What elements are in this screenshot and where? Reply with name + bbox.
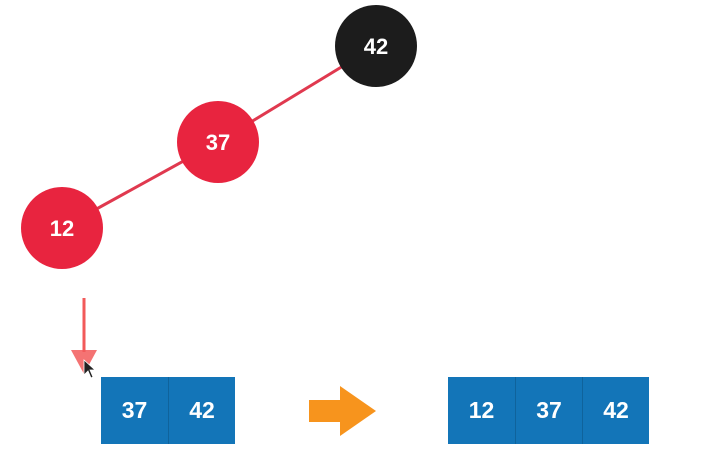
tree-node-12: 12 <box>21 187 103 269</box>
array-after-cell: 37 <box>515 377 582 444</box>
tree-node-42: 42 <box>335 5 417 87</box>
array-before-cell: 42 <box>168 377 235 444</box>
array-after-cell: 12 <box>448 377 515 444</box>
array-after-cell: 42 <box>582 377 649 444</box>
mouse-cursor-icon <box>83 359 97 379</box>
tree-node-42-label: 42 <box>364 34 388 59</box>
tree-node-37-label: 37 <box>206 130 230 155</box>
arrow-right-icon <box>309 386 376 436</box>
tree-node-37: 37 <box>177 101 259 183</box>
array-after: 12 37 42 <box>448 377 649 444</box>
array-before-cell: 37 <box>101 377 168 444</box>
tree-node-12-label: 12 <box>50 216 74 241</box>
array-before: 37 42 <box>101 377 235 444</box>
